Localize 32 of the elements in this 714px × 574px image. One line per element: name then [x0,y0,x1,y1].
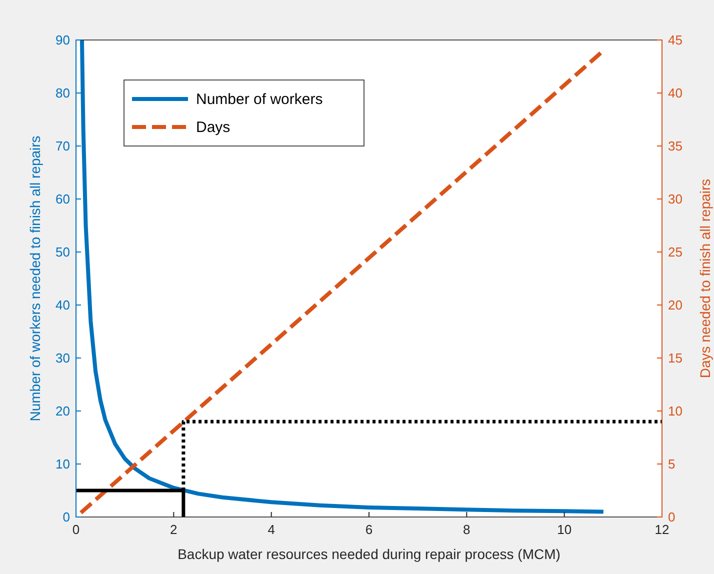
y-tick-label: 40 [56,298,70,312]
x-tick-label: 6 [365,522,373,537]
y2-tick-label: 10 [668,404,682,418]
y-tick-label: 0 [62,510,70,524]
y-tick-label: 50 [56,244,70,260]
y2-axis-title: Days needed to finish all repairs [697,178,713,378]
y2-tick-label: 30 [668,192,682,206]
legend-label: Number of workers [196,91,323,108]
x-tick-label: 2 [170,522,178,537]
y-tick-label: 10 [56,456,70,472]
y2-tick-label: 35 [668,138,682,154]
y-tick-label: 60 [56,192,70,206]
x-tick-label: 12 [654,522,670,537]
y2-tick-label: 15 [668,350,682,366]
y2-tick-label: 0 [668,510,676,524]
y2-tick-label: 5 [668,456,676,472]
y-tick-label: 80 [56,86,70,100]
y-tick-label: 30 [56,350,70,366]
y-tick-label: 20 [56,404,70,418]
legend-label: Days [196,119,230,136]
y-tick-label: 90 [56,32,70,48]
y2-tick-label: 25 [668,244,682,260]
y2-tick-label: 20 [668,298,682,312]
x-tick-label: 8 [463,522,470,537]
x-tick-label: 4 [268,522,275,537]
x-axis-title: Backup water resources needed during repair process (MCM) [178,546,560,562]
x-tick-label: 10 [557,522,572,537]
y2-tick-label: 40 [668,86,682,100]
x-tick-label: 0 [72,522,80,537]
y2-tick-label: 45 [668,32,682,48]
y-axis-title: Number of workers needed to finish all repairs [27,136,43,422]
y-tick-label: 70 [56,138,70,154]
